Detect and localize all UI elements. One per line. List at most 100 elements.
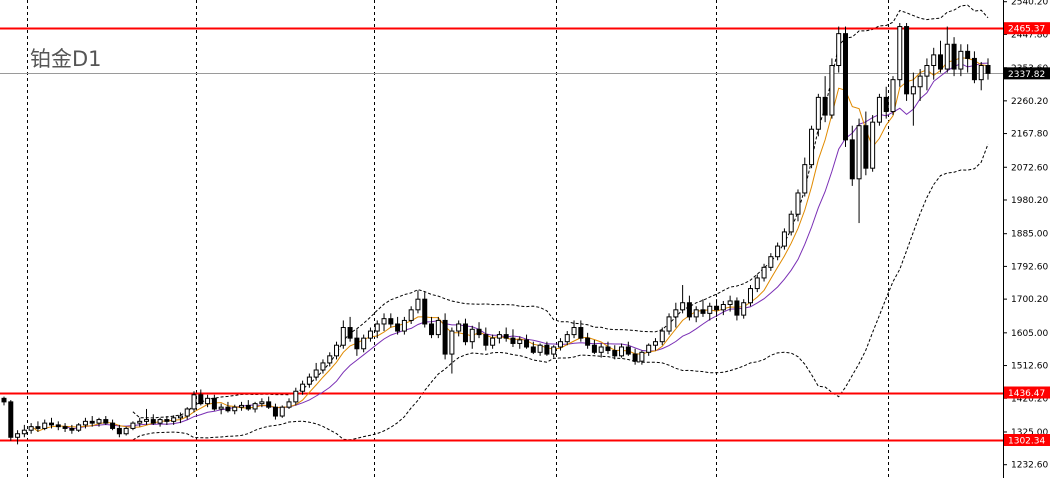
candle-body-up — [15, 433, 21, 438]
candle — [944, 26, 950, 73]
candle-body-up — [232, 406, 238, 412]
candle-body-up — [191, 394, 197, 410]
candle-body-down — [110, 422, 116, 429]
candle-body-up — [76, 424, 82, 431]
candle — [788, 210, 794, 236]
candle — [693, 306, 699, 323]
candle-body-up — [42, 422, 48, 429]
candle — [897, 23, 903, 87]
candle-body-up — [456, 323, 462, 332]
candle — [931, 47, 937, 80]
candle — [652, 338, 658, 351]
candle — [171, 415, 177, 425]
candle-body-up — [130, 422, 136, 429]
candle — [354, 329, 360, 356]
candle-body-up — [137, 420, 143, 424]
candle-body-down — [951, 43, 957, 70]
price-axis: 2540.202447.802353.602260.202167.802072.… — [1003, 0, 1048, 471]
candle-body-up — [917, 75, 923, 88]
candle-body-down — [266, 401, 272, 408]
candle-body-up — [666, 316, 672, 332]
candle-body-down — [103, 419, 109, 424]
candle — [686, 295, 692, 321]
candle-body-up — [802, 164, 808, 194]
candle-body-down — [483, 334, 489, 346]
candle-body-up — [279, 406, 285, 417]
candle — [680, 285, 686, 314]
candle — [659, 327, 665, 346]
candle — [232, 404, 238, 415]
candle — [585, 332, 591, 349]
candle-body-up — [21, 429, 27, 435]
candle-body-up — [754, 277, 760, 290]
candle-body-up — [775, 245, 781, 258]
candle — [76, 423, 82, 432]
candle-body-up — [320, 362, 326, 371]
candle-body-up — [551, 346, 557, 355]
candle-body-up — [897, 26, 903, 81]
candle — [883, 86, 889, 119]
candle — [795, 189, 801, 222]
y-tick-label: 2167.80 — [1011, 130, 1048, 140]
candle-body-up — [300, 383, 306, 392]
candle — [435, 316, 441, 339]
candle — [49, 417, 55, 429]
candle — [510, 329, 516, 347]
candle — [829, 58, 835, 119]
candle-body-up — [293, 390, 299, 403]
candle-body-up — [340, 327, 346, 346]
candle-body-up — [707, 305, 713, 314]
price-tags: 2465.37 1436.47 1302.34 2337.82 — [1004, 22, 1050, 446]
candle-body-down — [69, 427, 75, 431]
bollinger-bands — [132, 4, 989, 441]
candle-body-up — [795, 192, 801, 215]
candle-body-down — [49, 422, 55, 426]
candle-body-up — [564, 334, 570, 343]
candle — [137, 417, 143, 427]
candle-body-down — [822, 96, 828, 116]
candle-body-down — [225, 406, 231, 412]
candle-body-up — [517, 339, 523, 344]
candle — [910, 72, 916, 126]
candle — [388, 313, 394, 328]
candle — [35, 421, 41, 432]
y-tick-label: 2072.60 — [1011, 163, 1048, 173]
candle — [503, 327, 509, 342]
candle — [266, 396, 272, 409]
y-tick-label: 1232.60 — [1011, 461, 1048, 471]
candle-body-up — [28, 426, 34, 431]
candle-body-up — [286, 401, 292, 408]
candle — [96, 417, 102, 427]
candle-body-down — [849, 139, 855, 180]
y-tick-label: 1885.00 — [1011, 230, 1048, 240]
candle-body-up — [557, 341, 563, 348]
candle — [177, 412, 183, 424]
candle-body-down — [530, 346, 536, 353]
candle — [252, 401, 258, 413]
chart-title: 铂金D1 — [30, 47, 102, 71]
candle-body-up — [239, 404, 245, 408]
candle — [496, 331, 502, 344]
candle-body-down — [585, 337, 591, 346]
candle-body-up — [639, 351, 645, 362]
candle — [116, 424, 122, 438]
candle-body-down — [35, 426, 41, 429]
candle — [727, 295, 733, 312]
candle-body-up — [978, 65, 984, 81]
candle-body-up — [693, 309, 699, 318]
candle-body-down — [625, 346, 631, 355]
candle — [537, 343, 543, 356]
candle — [768, 253, 774, 271]
candle — [958, 44, 964, 77]
candle — [205, 394, 211, 408]
ma-fast-line — [30, 57, 989, 432]
candle-body-down — [245, 404, 251, 410]
y-tick-label: 1512.60 — [1011, 362, 1048, 372]
candle — [69, 424, 75, 434]
candle — [334, 341, 340, 360]
candle — [612, 345, 618, 360]
candle-body-up — [327, 355, 333, 364]
y-tick-label: 1700.20 — [1011, 295, 1048, 305]
candle — [340, 320, 346, 349]
candle — [320, 359, 326, 374]
